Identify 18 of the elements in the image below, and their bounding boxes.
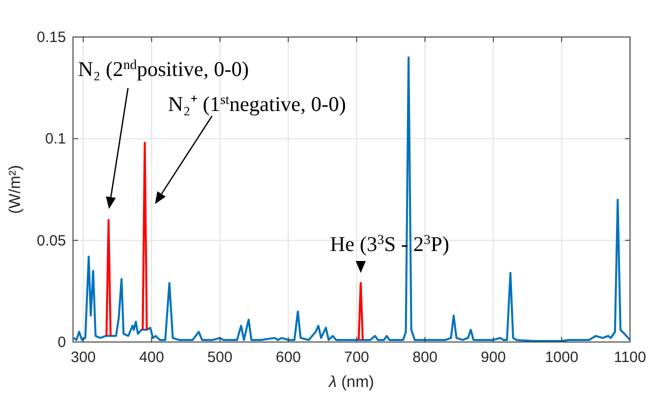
- y-tick-label: 0.1: [45, 130, 66, 148]
- x-tick-label: 900: [480, 349, 506, 366]
- x-tick-label: 400: [139, 349, 164, 366]
- x-tick-label: 800: [412, 349, 438, 366]
- x-tick-label: 1000: [544, 349, 578, 366]
- annotation: N₂ (2$^{nd}$positive, 0-0): [78, 56, 249, 81]
- y-tick-label: 0.15: [36, 29, 66, 46]
- annotation: N₂⁺ (1$^{st}$negative, 0-0): [168, 92, 346, 116]
- line-series: [73, 56, 630, 342]
- y-tick-label: 0: [58, 334, 66, 351]
- x-tick-label: 700: [344, 349, 370, 366]
- y-axis-title: (W/m²): [7, 165, 24, 214]
- x-tick-label: 600: [276, 349, 301, 366]
- x-tick-label: 1100: [614, 349, 646, 366]
- x-tick-label: 500: [207, 349, 232, 366]
- x-axis-title: λ (nm): [328, 374, 374, 391]
- x-tick-label: 300: [70, 349, 96, 366]
- y-tick-label: 0.05: [36, 232, 66, 250]
